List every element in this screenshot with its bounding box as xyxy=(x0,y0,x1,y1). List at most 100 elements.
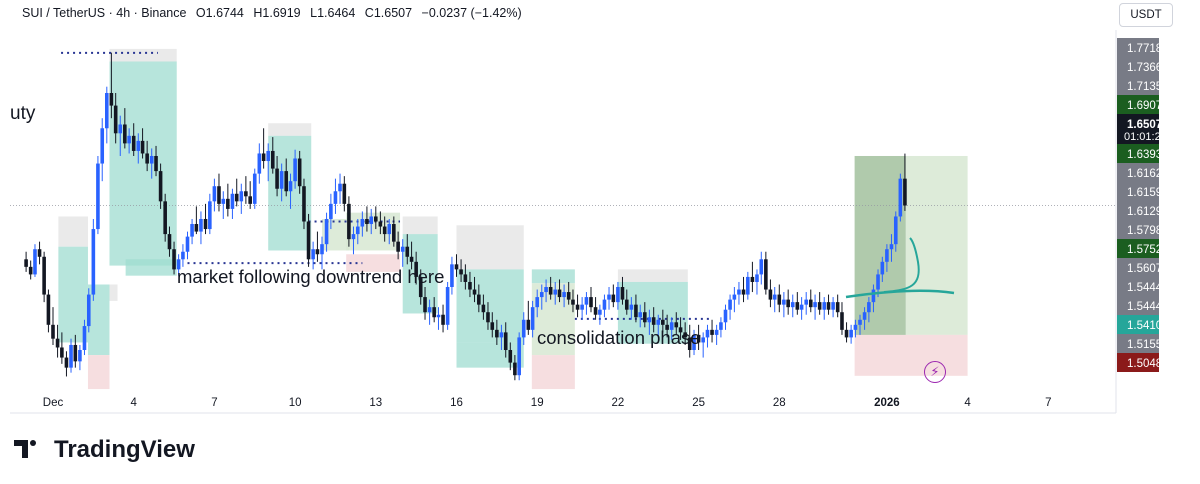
candle-body xyxy=(831,302,835,310)
candle-body xyxy=(302,186,306,222)
zone-teal[interactable] xyxy=(87,284,110,356)
symbol-title[interactable]: SUI / TetherUS · 4h · Binance xyxy=(22,6,187,20)
zone-gray[interactable] xyxy=(617,269,688,282)
candle-body xyxy=(669,322,674,330)
candle-body xyxy=(629,304,634,310)
candle-body xyxy=(320,244,324,255)
price-label-bg xyxy=(1117,57,1159,76)
candle-body xyxy=(270,150,275,169)
zone-gray[interactable] xyxy=(109,48,177,62)
candle-body xyxy=(643,312,647,323)
candle-body xyxy=(266,150,270,162)
price-label-bg xyxy=(1117,76,1159,95)
candle-body xyxy=(149,155,154,164)
candle-body xyxy=(593,307,598,315)
candle-body xyxy=(342,183,347,204)
zone-gray[interactable] xyxy=(456,225,524,270)
tradingview-logo-icon xyxy=(14,438,48,462)
candle-body xyxy=(598,309,602,315)
candle-body xyxy=(181,251,185,260)
consolidation-annotation[interactable]: consolidation phase xyxy=(537,327,701,348)
candle-body xyxy=(678,327,683,333)
candle-body xyxy=(548,287,553,295)
zone-teal[interactable] xyxy=(456,269,524,343)
price-label: 1.7366 xyxy=(1127,62,1162,74)
candle-body xyxy=(701,337,705,343)
candle-body xyxy=(185,236,190,252)
price-label: 1.5798 xyxy=(1127,225,1162,237)
candle-body xyxy=(893,216,898,245)
candle-body xyxy=(903,178,907,206)
candle-body xyxy=(495,329,499,338)
candle-body xyxy=(651,317,656,325)
candle-body xyxy=(293,158,297,182)
zone-green[interactable] xyxy=(905,155,968,335)
zone-gray[interactable] xyxy=(268,123,312,136)
candle-body xyxy=(163,201,167,235)
candle-body xyxy=(418,276,423,298)
zone-pink[interactable] xyxy=(87,355,110,390)
price-label: 1.5410 xyxy=(1127,320,1162,332)
zone-teal[interactable] xyxy=(109,61,177,266)
candle-body xyxy=(862,312,867,320)
candle-body xyxy=(768,289,773,300)
candle-body xyxy=(360,218,365,227)
candle-body xyxy=(885,249,889,262)
candle-body xyxy=(172,249,176,270)
downtrend-annotation[interactable]: market following downtrend here xyxy=(177,266,445,287)
zone-teal[interactable] xyxy=(531,269,575,284)
candle-body xyxy=(620,287,625,300)
candle-body xyxy=(858,319,862,325)
candle-body xyxy=(382,226,387,235)
zone-teal[interactable] xyxy=(125,259,177,276)
candle-body xyxy=(136,140,141,151)
candle-body xyxy=(755,274,759,282)
candle-body xyxy=(91,229,96,295)
zone-gray[interactable] xyxy=(402,216,438,235)
price-label-bg xyxy=(1117,277,1159,296)
price-label: 1.6162 xyxy=(1127,168,1162,180)
zone-gray[interactable] xyxy=(58,216,88,247)
lightning-icon[interactable]: ⚡ xyxy=(924,361,946,383)
candles-layer xyxy=(24,52,907,381)
open-value: O1.6744 xyxy=(195,6,244,20)
zone-pink[interactable] xyxy=(854,334,968,376)
price-label-bg xyxy=(1117,334,1159,353)
zone-green[interactable] xyxy=(346,212,401,251)
candle-body xyxy=(217,186,221,204)
zone-pink[interactable] xyxy=(346,254,401,272)
time-tick-label: 25 xyxy=(692,397,705,409)
candle-body xyxy=(365,218,369,225)
price-label: 1.7135 xyxy=(1127,81,1162,93)
zone-green[interactable] xyxy=(854,155,906,335)
candle-body xyxy=(611,294,616,303)
candle-body xyxy=(140,140,145,154)
candle-body xyxy=(696,334,701,343)
time-axis[interactable]: Dec 4 7 10 13 16 19 22 25 28 2026 4 7 xyxy=(43,397,1052,409)
price-label: 1.6393 xyxy=(1127,149,1162,161)
zone-teal[interactable] xyxy=(456,342,524,368)
zone-pink[interactable] xyxy=(531,355,575,390)
candle-body xyxy=(396,241,400,252)
candle-body xyxy=(248,196,252,204)
hand-drawn-curve xyxy=(883,237,920,293)
candle-body xyxy=(51,324,55,339)
zone-gray[interactable] xyxy=(109,284,118,301)
countdown-label: 01:01:23 xyxy=(1124,131,1167,143)
candle-body xyxy=(728,299,732,310)
candle-body xyxy=(607,294,611,300)
candle-body xyxy=(86,294,91,327)
zone-entry[interactable] xyxy=(854,155,906,335)
tradingview-logo[interactable]: TradingView xyxy=(14,436,195,464)
candle-body xyxy=(790,302,795,308)
candle-body xyxy=(275,168,279,189)
time-tick-label: Dec xyxy=(43,397,64,409)
candle-body xyxy=(472,289,477,295)
candle-body xyxy=(347,203,351,240)
candle-body xyxy=(244,191,248,197)
time-tick-label: 2026 xyxy=(874,397,900,409)
currency-button[interactable]: USDT xyxy=(1119,3,1173,27)
price-label: 1.7718 xyxy=(1127,43,1162,55)
